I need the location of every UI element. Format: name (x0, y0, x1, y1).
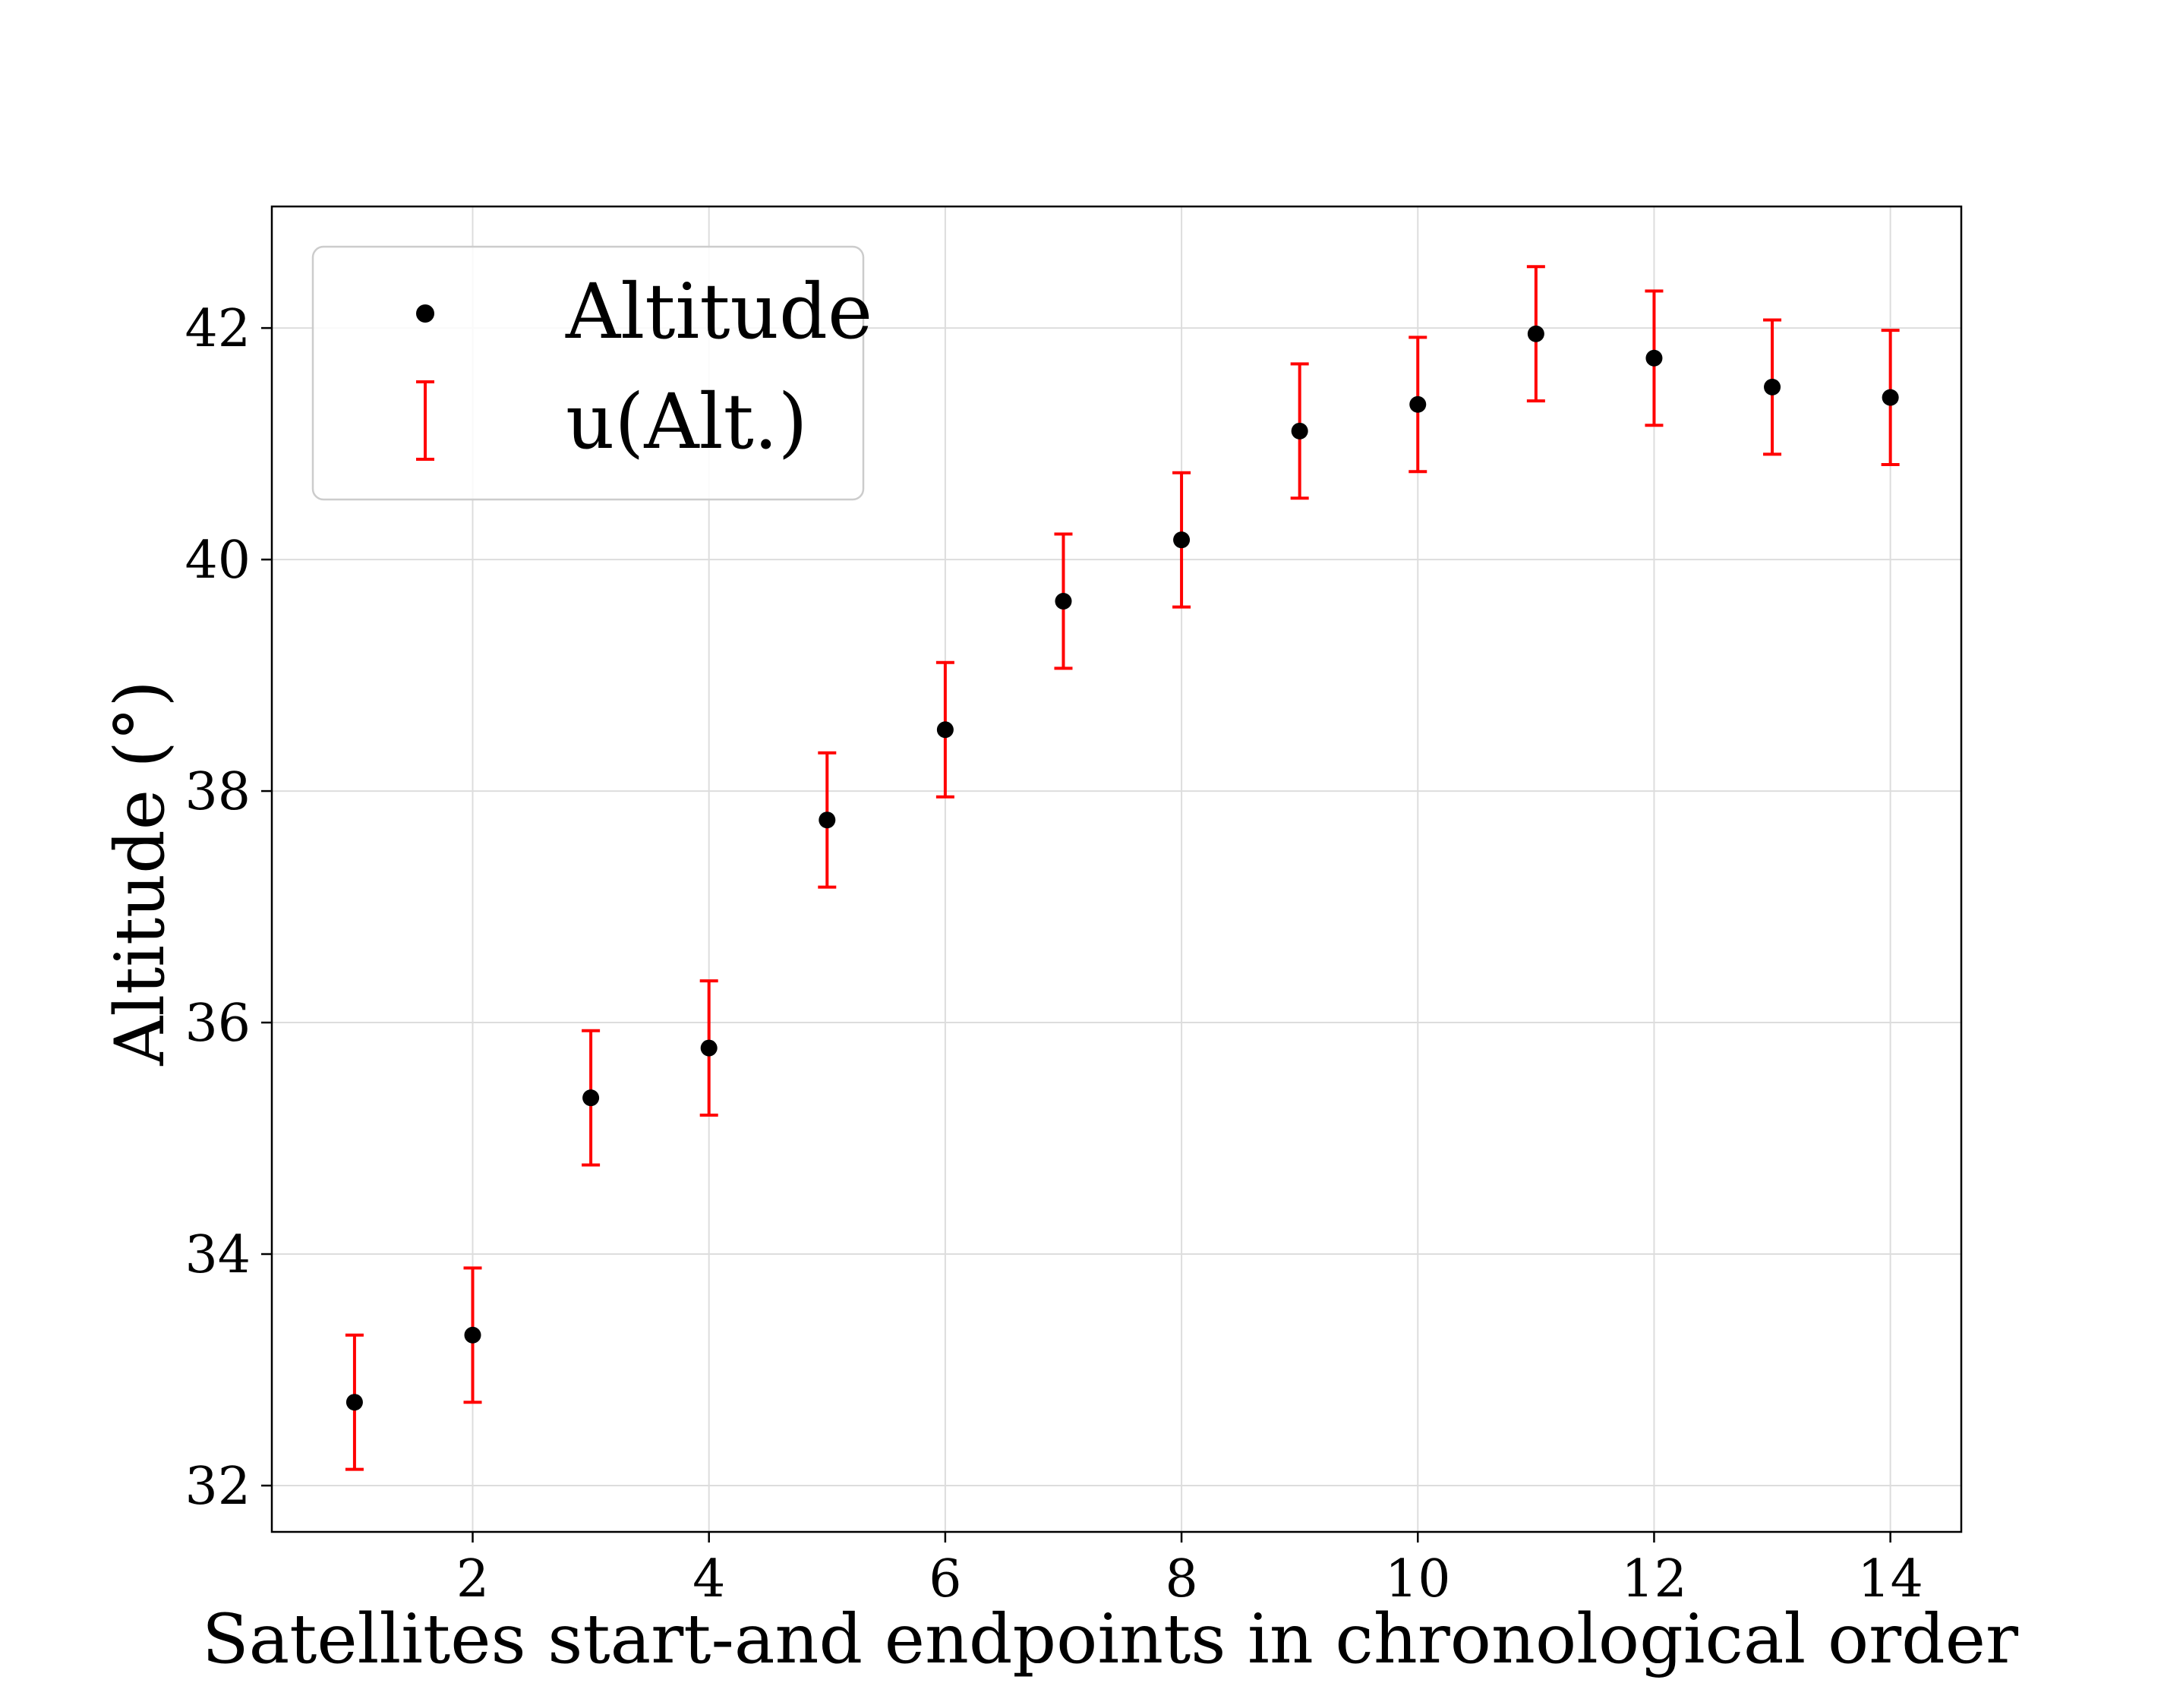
data-point (936, 721, 954, 739)
x-tick-label: 8 (1165, 1549, 1197, 1609)
y-axis-label: Altitude (°) (100, 680, 180, 1067)
y-tick-label: 42 (185, 299, 251, 359)
legend-altitude-label: Altitude (565, 267, 872, 356)
data-point (1527, 325, 1544, 342)
data-point (700, 1039, 718, 1057)
data-points (345, 325, 1899, 1411)
error-bars (345, 265, 1900, 1471)
y-tick-label: 40 (185, 531, 251, 591)
y-tick-label: 34 (185, 1225, 251, 1285)
x-tick-label: 2 (456, 1549, 489, 1609)
data-point (345, 1394, 363, 1411)
data-point (582, 1089, 600, 1107)
data-point (1882, 389, 1899, 406)
legend-box (311, 245, 865, 501)
data-point (1291, 422, 1308, 440)
y-tick-label: 36 (185, 994, 251, 1054)
y-tick-label: 32 (185, 1457, 251, 1517)
x-tick-label: 10 (1385, 1549, 1451, 1609)
x-tick-label: 14 (1857, 1549, 1923, 1609)
legend-altitude-marker (416, 304, 434, 323)
y-axis-ticks: 32 34 36 38 40 42 (185, 299, 272, 1517)
data-point (1173, 531, 1191, 549)
legend: Altitude u(Alt.) (311, 245, 872, 501)
data-point (464, 1326, 481, 1344)
legend-uncertainty-marker (416, 380, 434, 461)
grid (272, 206, 1961, 1532)
x-axis-label: Satellites start-and endpoints in chrono… (202, 1599, 2019, 1679)
x-tick-label: 12 (1621, 1549, 1687, 1609)
data-point (1645, 349, 1663, 367)
y-tick-label: 38 (185, 762, 251, 822)
x-axis-ticks: 2 4 6 8 10 12 14 (456, 1532, 1923, 1609)
data-point (1055, 592, 1072, 610)
legend-uncertainty-label: u(Alt.) (566, 377, 808, 466)
data-point (819, 811, 836, 829)
x-tick-label: 4 (692, 1549, 725, 1609)
x-tick-label: 6 (929, 1549, 961, 1609)
plot-frame (270, 205, 1963, 1533)
data-point (1764, 378, 1781, 395)
data-point (1409, 395, 1427, 413)
